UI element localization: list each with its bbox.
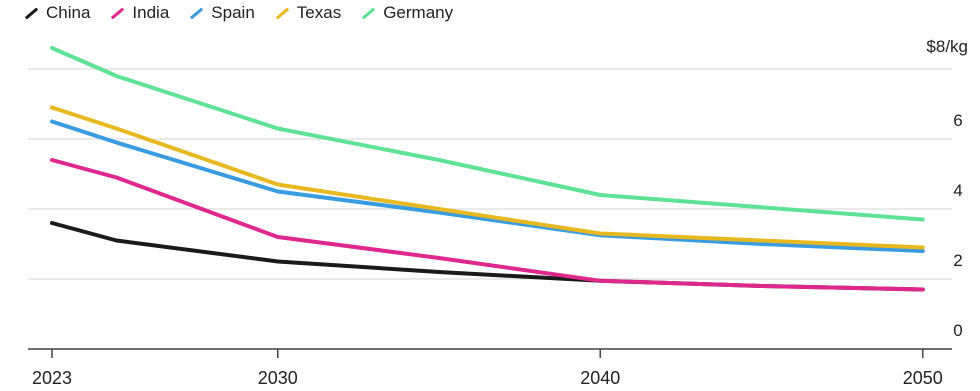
series-line-india (50, 158, 925, 292)
y-tick-label-6: 6 (953, 111, 962, 130)
legend-item-china: China (24, 3, 90, 23)
legend-label: Texas (296, 3, 342, 22)
legend-label: China (46, 3, 91, 22)
y-tick-label-2: 2 (953, 251, 962, 270)
series-line-spain (50, 119, 925, 253)
legend-label: India (132, 3, 170, 22)
x-tick-labels: 2023 2030 2040 2050 (32, 368, 943, 388)
x-tick-label-2030: 2030 (258, 368, 298, 388)
unit-label: $8/kg (926, 37, 968, 56)
x-axis (28, 348, 952, 358)
y-tick-label-0: 0 (953, 321, 962, 340)
legend-item-texas: Texas (275, 3, 341, 23)
legend: China India Spain Texas Germany (24, 3, 453, 23)
series-line-germany (50, 46, 925, 222)
x-tick-label-2023: 2023 (32, 368, 72, 388)
legend-item-india: India (110, 3, 169, 23)
series-lines (50, 46, 925, 292)
gridlines (28, 68, 952, 350)
legend-item-germany: Germany (361, 3, 453, 23)
y-tick-labels: 0 2 4 6 (953, 111, 962, 340)
legend-label: Spain (211, 3, 255, 22)
x-tick-label-2050: 2050 (903, 368, 943, 388)
legend-label: Germany (383, 3, 454, 22)
x-tick-label-2040: 2040 (580, 368, 620, 388)
y-tick-label-4: 4 (953, 181, 962, 200)
series-line-texas (50, 105, 925, 250)
legend-item-spain: Spain (189, 3, 255, 23)
